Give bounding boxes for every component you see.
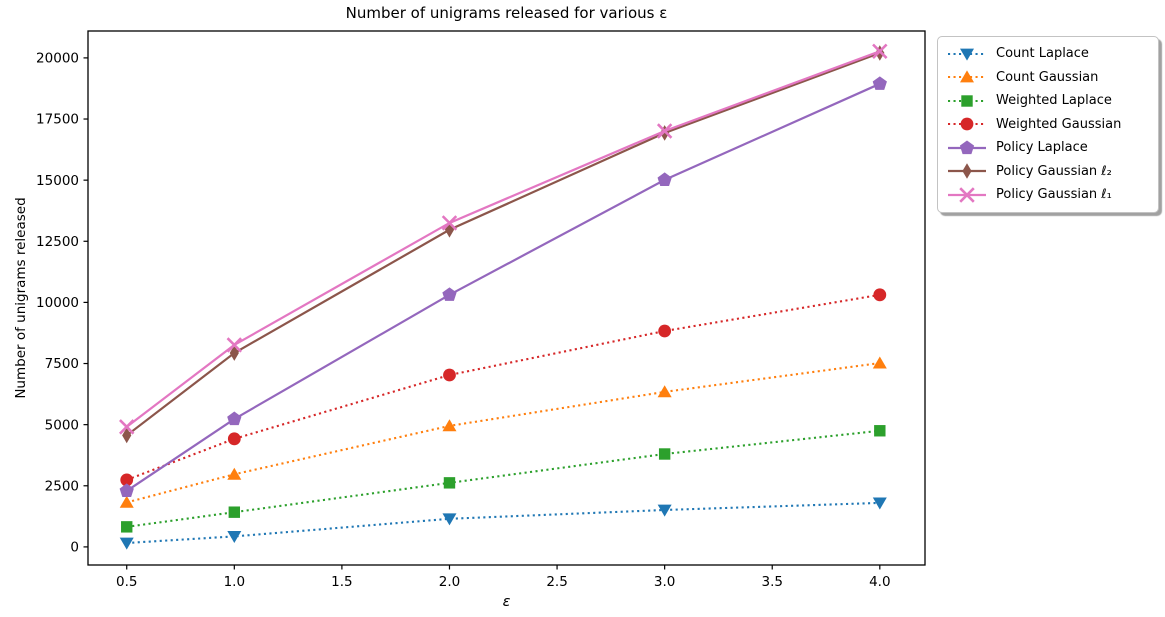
data-point-marker-triangle-down [119,537,134,550]
data-point-marker-triangle-down [960,48,974,61]
data-point-marker-pentagon [657,172,672,186]
legend-item: Count Gaussian [938,66,1158,90]
legend-item: Policy Gaussian ℓ₁ [938,183,1158,207]
x-tick-label: 2.5 [546,574,567,590]
y-tick-label: 10000 [36,295,79,311]
data-point-marker-pentagon [442,287,457,301]
y-tick-label: 12500 [36,234,79,250]
chart-title: Number of unigrams released for various … [345,4,668,22]
data-point-marker-pentagon [872,76,887,90]
data-point-marker-pentagon [227,411,242,426]
x-tick-label: 1.0 [224,574,245,590]
legend-sample-x-icon [948,187,986,203]
legend-item: Count Laplace [938,42,1158,66]
data-point-marker-x [441,215,458,231]
legend: Count Laplace Count Gaussian Weighted Lapl… [937,36,1159,213]
data-point-marker-x [872,43,888,60]
data-point-marker-x [119,419,135,435]
data-point-marker-triangle-up [119,495,134,508]
legend-item: Policy Laplace [938,136,1158,160]
legend-item: Weighted Gaussian [938,113,1158,137]
y-tick-label: 0 [70,540,79,556]
series-line [126,51,881,437]
x-tick-label: 2.0 [439,574,460,590]
data-point-marker-x [656,123,673,139]
x-tick-label: 3.0 [654,574,675,590]
y-tick-label: 2500 [45,478,79,494]
legend-item-label: Count Gaussian [996,69,1099,85]
legend-sample-circle-icon [948,117,986,131]
y-tick-label: 5000 [45,417,79,433]
legend-sample-triangle-down-icon [948,48,986,61]
legend-item: Policy Gaussian ℓ₂ [938,160,1158,184]
legend-item: Weighted Laplace [938,89,1158,113]
legend-item-label: Weighted Laplace [996,93,1112,109]
data-point-marker-triangle-up [657,385,672,398]
legend-item-label: Policy Laplace [996,140,1088,156]
data-point-marker-triangle-up [442,419,457,432]
x-tick-label: 1.5 [331,574,352,590]
series-line [126,501,880,545]
y-tick-label: 20000 [36,51,79,67]
legend-sample-triangle-up-icon [948,70,986,83]
data-point-marker-triangle-down [872,497,887,510]
data-point-marker-square [658,448,671,460]
data-point-marker-circle [120,473,134,487]
series-line [126,82,881,492]
legend-sample-thin-diamond-icon [948,163,986,180]
data-point-marker-triangle-down [227,530,242,543]
y-axis-title: Number of unigrams released [13,197,29,399]
data-point-marker-triangle-up [872,356,887,369]
data-point-marker-circle [960,117,974,131]
data-point-marker-square [121,521,133,533]
data-point-marker-triangle-up [960,70,974,83]
legend-item-label: Count Laplace [996,46,1089,62]
series-line [126,50,881,428]
data-point-marker-square [874,425,886,437]
data-point-marker-square [961,95,973,107]
series-line [126,361,880,504]
x-axis-title: ε [502,594,511,610]
data-point-marker-triangle-down [657,504,672,517]
series-line [126,293,880,481]
data-point-marker-x [226,337,243,353]
x-tick-label: 4.0 [869,574,890,590]
data-point-marker-thin-diamond [122,427,132,444]
data-point-marker-thin-diamond [962,163,972,180]
x-tick-label: 0.5 [116,574,137,590]
data-point-marker-pentagon [119,483,134,497]
data-point-marker-triangle-up [227,467,242,480]
data-point-marker-triangle-down [442,513,457,526]
x-tick-label: 3.5 [761,574,782,590]
legend-sample-pentagon-icon [948,140,986,154]
data-point-marker-circle [873,288,887,302]
data-point-marker-circle [227,432,241,446]
legend-item-label: Policy Gaussian ℓ₁ [996,187,1112,203]
data-point-marker-square [443,477,456,489]
legend-item-label: Policy Gaussian ℓ₂ [996,163,1112,179]
data-point-marker-x [959,187,975,203]
data-point-marker-square [228,506,241,518]
y-tick-label: 17500 [36,112,79,128]
axes-frame [87,30,926,566]
data-point-marker-circle [443,368,456,382]
data-point-marker-thin-diamond [229,345,239,361]
y-tick-label: 15000 [36,173,79,189]
legend-item-label: Weighted Gaussian [996,116,1122,132]
data-point-marker-pentagon [959,140,975,154]
data-point-marker-circle [658,324,672,338]
legend-sample-square-icon [948,95,986,107]
y-tick-label: 7500 [45,356,79,372]
